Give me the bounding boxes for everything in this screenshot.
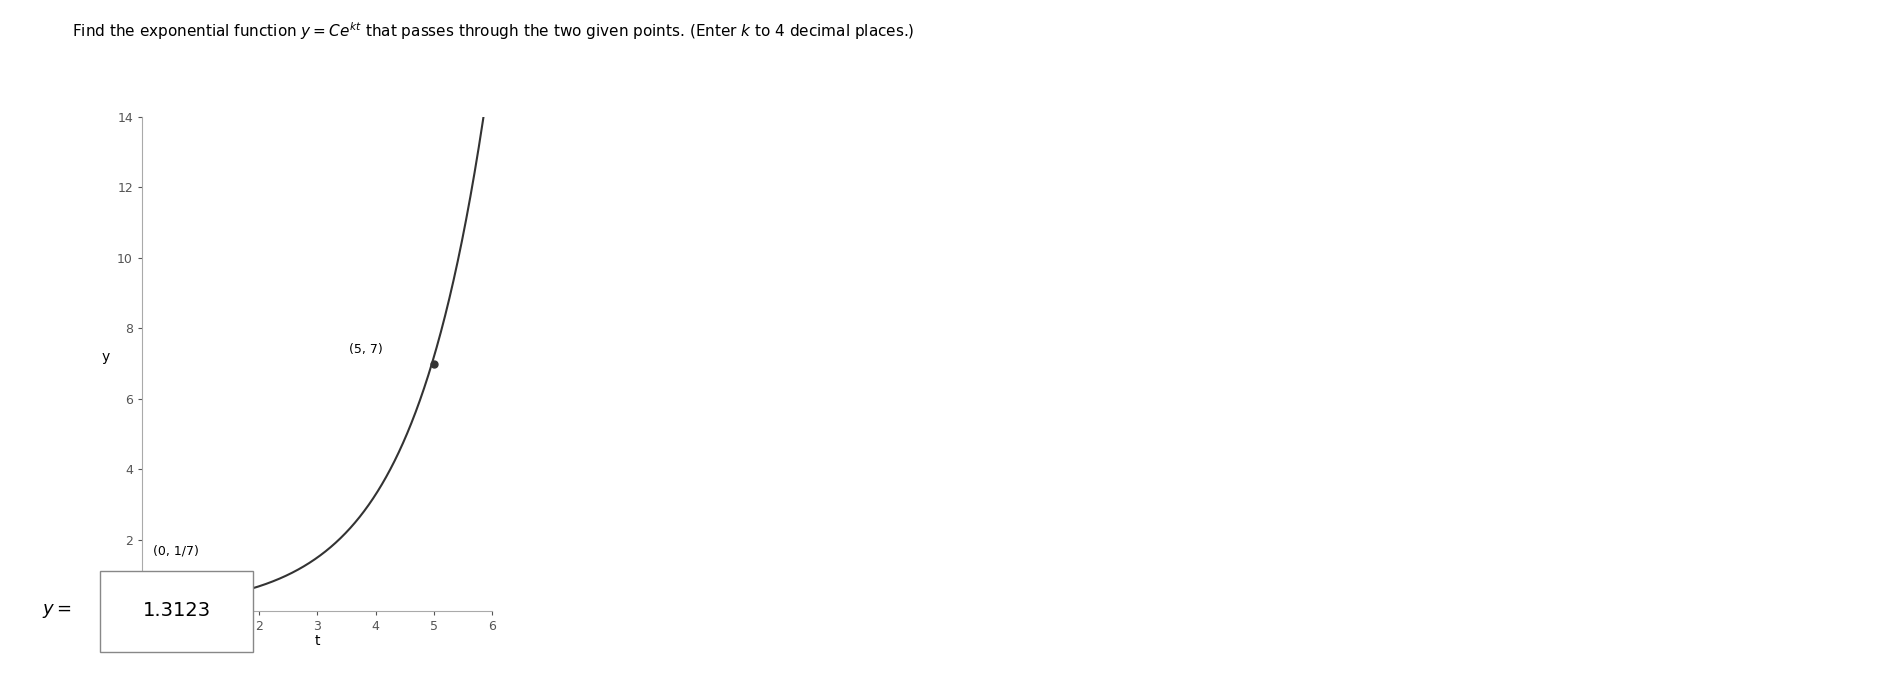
- X-axis label: t: t: [314, 634, 320, 648]
- Text: $y =$: $y =$: [42, 602, 72, 619]
- Y-axis label: y: y: [102, 350, 110, 364]
- FancyBboxPatch shape: [100, 571, 254, 652]
- Text: (5, 7): (5, 7): [348, 343, 383, 356]
- Text: click to go forward, hold to see history: click to go forward, hold to see history: [9, 36, 237, 49]
- Text: 1.3123: 1.3123: [142, 601, 210, 620]
- Text: (0, 1/7): (0, 1/7): [153, 544, 199, 557]
- Text: Find the exponential function $y = Ce^{kt}$ that passes through the two given po: Find the exponential function $y = Ce^{k…: [72, 21, 915, 43]
